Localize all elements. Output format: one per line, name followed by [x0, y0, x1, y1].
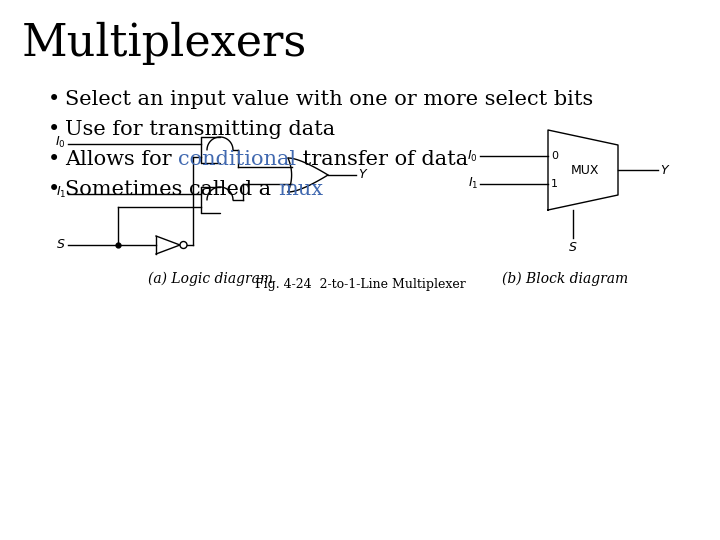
Text: mux: mux	[278, 180, 323, 199]
Text: (a) Logic diagram: (a) Logic diagram	[148, 272, 272, 286]
Text: Sometimes called a: Sometimes called a	[65, 180, 278, 199]
Text: $I_1$: $I_1$	[467, 176, 478, 191]
Text: Use for transmitting data: Use for transmitting data	[65, 120, 335, 139]
Text: •: •	[48, 180, 60, 199]
Text: $I_0$: $I_0$	[55, 135, 66, 150]
Text: $S$: $S$	[56, 239, 66, 252]
Text: $I_0$: $I_0$	[467, 149, 478, 164]
Text: (b) Block diagram: (b) Block diagram	[502, 272, 628, 286]
Circle shape	[180, 241, 187, 248]
Text: 0: 0	[551, 151, 558, 161]
Text: Allows for: Allows for	[65, 150, 179, 169]
Text: Multiplexers: Multiplexers	[22, 22, 307, 65]
Text: transfer of data: transfer of data	[297, 150, 469, 169]
Text: MUX: MUX	[571, 164, 599, 177]
Text: •: •	[48, 90, 60, 109]
Text: 1: 1	[551, 179, 558, 188]
Text: •: •	[48, 150, 60, 169]
Text: conditional: conditional	[179, 150, 297, 169]
Text: $Y$: $Y$	[358, 168, 369, 181]
Text: Select an input value with one or more select bits: Select an input value with one or more s…	[65, 90, 593, 109]
Text: $I_1$: $I_1$	[55, 185, 66, 200]
Text: $S$: $S$	[568, 241, 577, 254]
Text: Fig. 4-24  2-to-1-Line Multiplexer: Fig. 4-24 2-to-1-Line Multiplexer	[255, 278, 465, 291]
Text: $Y$: $Y$	[660, 164, 670, 177]
Text: •: •	[48, 120, 60, 139]
